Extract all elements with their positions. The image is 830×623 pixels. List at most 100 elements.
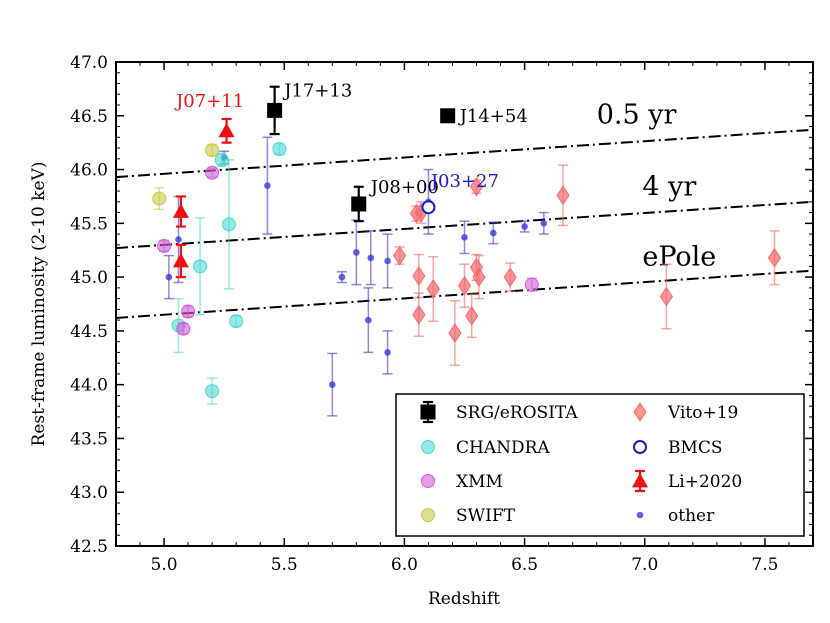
point-vito-19 — [659, 286, 673, 307]
series-xmm — [157, 165, 539, 336]
x-tick-label: 7.0 — [631, 555, 658, 575]
point-other — [175, 236, 182, 243]
point-vito-19 — [426, 279, 440, 299]
series-li-2020 — [172, 117, 235, 279]
annotation-j14-54: J14+54 — [458, 106, 528, 127]
point-xmm — [524, 277, 539, 292]
point-other — [384, 349, 391, 356]
y-tick-label: 43.5 — [70, 429, 108, 449]
point-li-2020 — [218, 122, 235, 138]
point-xmm — [205, 165, 220, 180]
legend-box — [395, 393, 805, 537]
point-xmm — [181, 304, 196, 319]
point-chandra — [205, 384, 220, 399]
series-bmcs — [421, 200, 436, 215]
x-tick-labels: 5.0 5.5 6.0 6.5 7.0 7.5 — [151, 555, 779, 575]
annotation-j03-27: J03+27 — [429, 171, 499, 192]
legend-item-chandra: CHANDRA — [421, 438, 550, 458]
line-label-4-yr: 4 yr — [642, 171, 696, 202]
point-vito-19 — [767, 247, 782, 268]
series-other — [163, 136, 549, 417]
line-label-0-5-yr: 0.5 yr — [597, 99, 677, 130]
y-tick-label: 45.0 — [70, 268, 108, 288]
reference-lines: 0.5 yr 4 yr ePole — [115, 99, 814, 319]
point-chandra — [193, 259, 208, 274]
legend-marker-chandra — [421, 440, 435, 454]
x-tick-label: 6.0 — [391, 555, 418, 575]
point-other — [490, 229, 497, 237]
legend: SRG/eROSITA CHANDRA XMM SWIFT Vito+19 BMCS Li+… — [395, 393, 805, 537]
x-tick-label: 5.5 — [271, 555, 298, 575]
x-tick-label: 5.0 — [151, 555, 178, 575]
annotation-j17-13: J17+13 — [282, 80, 352, 101]
y-tick-label: 44.0 — [70, 376, 108, 396]
legend-marker-bmcs — [633, 440, 647, 454]
point-swift — [205, 143, 220, 158]
point-other — [338, 273, 346, 281]
legend-label: SWIFT — [456, 506, 516, 526]
legend-label: BMCS — [668, 438, 723, 458]
plot-frame — [115, 61, 814, 547]
y-tick-label: 43.0 — [70, 483, 108, 503]
annotation-j07-11: J07+11 — [174, 91, 244, 112]
legend-label: XMM — [456, 472, 503, 492]
series-srg-erosita — [267, 85, 456, 223]
point-swift — [152, 191, 167, 206]
x-tick-label: 7.5 — [751, 555, 778, 575]
point-vito-19 — [457, 275, 472, 296]
y-tick-label: 44.5 — [70, 322, 108, 342]
point-chandra — [229, 314, 244, 329]
point-other — [353, 249, 360, 256]
point-vito-19 — [393, 245, 407, 266]
legend-item-swift: SWIFT — [421, 506, 516, 526]
legend-label: other — [668, 506, 715, 526]
point-vito-19 — [412, 304, 426, 325]
point-srg-erosita — [351, 196, 367, 212]
point-xmm — [157, 238, 172, 253]
point-chandra — [221, 217, 236, 232]
legend-label: SRG/eROSITA — [456, 403, 578, 423]
y-axis-label: Rest-frame luminosity (2-10 keV) — [29, 162, 49, 447]
point-li-2020 — [172, 252, 189, 268]
y-tick-label: 46.5 — [70, 107, 108, 127]
point-other — [264, 182, 271, 189]
line-epole — [115, 269, 814, 319]
point-other — [165, 273, 173, 281]
x-tick-label: 6.5 — [511, 555, 538, 575]
point-vito-19 — [412, 266, 426, 286]
series-swift — [152, 143, 220, 211]
line-label-epole: ePole — [642, 241, 716, 272]
data-points — [152, 85, 782, 417]
y-tick-label: 46.0 — [70, 161, 108, 181]
point-other — [521, 223, 528, 230]
point-vito-19 — [472, 267, 486, 288]
point-vito-19 — [448, 323, 462, 343]
legend-item-xmm: XMM — [421, 472, 503, 492]
point-other — [367, 254, 375, 262]
y-tick-labels: 42.5 43.0 43.5 44.0 44.5 45.0 45.5 46.0 46.5 47.0 — [70, 53, 108, 557]
annotation-j08-00: J08+00 — [369, 177, 439, 198]
point-bmcs — [421, 200, 436, 215]
legend-item-bmcs: BMCS — [633, 438, 723, 458]
legend-item-other: other — [636, 506, 715, 526]
point-other — [461, 234, 468, 241]
legend-item-srg-erosita: SRG/eROSITA — [420, 400, 578, 424]
point-vito-19 — [469, 176, 484, 197]
point-xmm — [176, 321, 191, 336]
legend-marker-srg-erosita — [420, 404, 436, 420]
point-srg-erosita — [440, 108, 456, 124]
series-vito-19 — [393, 164, 782, 367]
y-tick-label: 47.0 — [70, 53, 108, 73]
annotations: J17+13 J08+00 J14+54 J07+11 J03+27 — [174, 80, 528, 198]
y-tick-label: 45.5 — [70, 214, 108, 234]
axis-ticks — [116, 61, 814, 547]
point-vito-19 — [556, 185, 570, 206]
point-chandra — [272, 142, 287, 157]
legend-label: Li+2020 — [668, 472, 742, 492]
point-vito-19 — [503, 267, 517, 288]
legend-marker-other — [636, 511, 644, 519]
legend-marker-li-2020 — [632, 473, 648, 488]
point-other — [329, 381, 336, 388]
y-tick-label: 42.5 — [70, 537, 108, 557]
